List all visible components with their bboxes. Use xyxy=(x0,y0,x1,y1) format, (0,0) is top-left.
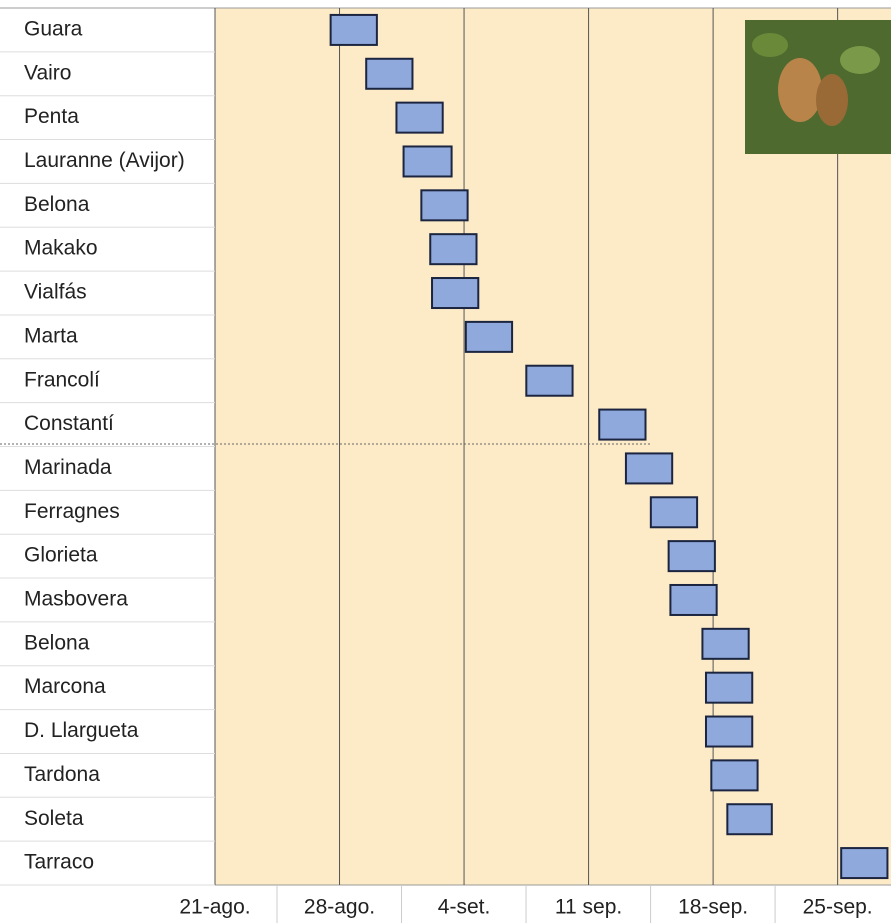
bar xyxy=(599,410,645,440)
bar xyxy=(651,497,697,527)
bar xyxy=(432,278,478,308)
bar xyxy=(331,15,377,45)
bar xyxy=(702,629,748,659)
category-label: Tarraco xyxy=(24,851,94,874)
bar xyxy=(421,190,467,220)
bar xyxy=(706,673,752,703)
category-label: Masbovera xyxy=(24,588,128,611)
bar xyxy=(841,848,887,878)
category-label: Constantí xyxy=(24,412,114,435)
bar xyxy=(404,146,452,176)
x-tick-label: 21-ago. xyxy=(179,896,250,919)
category-label: Marcona xyxy=(24,675,106,698)
category-label: Belona xyxy=(24,631,90,654)
chart: 21-ago. 28-ago. 4-set. 11 sep. 18-sep. 25-sep… xyxy=(0,0,891,923)
bar xyxy=(727,804,771,834)
category-label: Tardona xyxy=(24,763,100,786)
category-label: Guara xyxy=(24,17,83,40)
bar xyxy=(366,59,412,89)
category-label: Vairo xyxy=(24,61,71,84)
photo xyxy=(745,20,891,154)
bar xyxy=(526,366,572,396)
category-label: Francolí xyxy=(24,368,100,391)
bar xyxy=(669,541,715,571)
category-label: Makako xyxy=(24,237,98,260)
category-label: Marta xyxy=(24,324,78,347)
x-tick-label: 11 sep. xyxy=(555,896,622,919)
x-tick-label: 18-sep. xyxy=(678,896,748,919)
category-label: D. Llargueta xyxy=(24,719,139,742)
category-label: Soleta xyxy=(24,807,84,830)
category-label: Belona xyxy=(24,193,90,216)
bar xyxy=(711,760,757,790)
x-tick-label: 4-set. xyxy=(438,896,491,919)
bar xyxy=(396,103,442,133)
bar xyxy=(670,585,716,615)
bar xyxy=(706,717,752,747)
x-tick-label: 28-ago. xyxy=(304,896,375,919)
category-label: Lauranne (Avijor) xyxy=(24,149,185,172)
category-label: Ferragnes xyxy=(24,500,120,523)
x-tick-label: 25-sep. xyxy=(803,896,873,919)
bar xyxy=(626,453,672,483)
bar xyxy=(430,234,476,264)
bar xyxy=(466,322,512,352)
category-label: Marinada xyxy=(24,456,112,479)
category-label: Vialfás xyxy=(24,281,87,304)
category-label: Penta xyxy=(24,105,79,128)
category-label: Glorieta xyxy=(24,544,98,567)
